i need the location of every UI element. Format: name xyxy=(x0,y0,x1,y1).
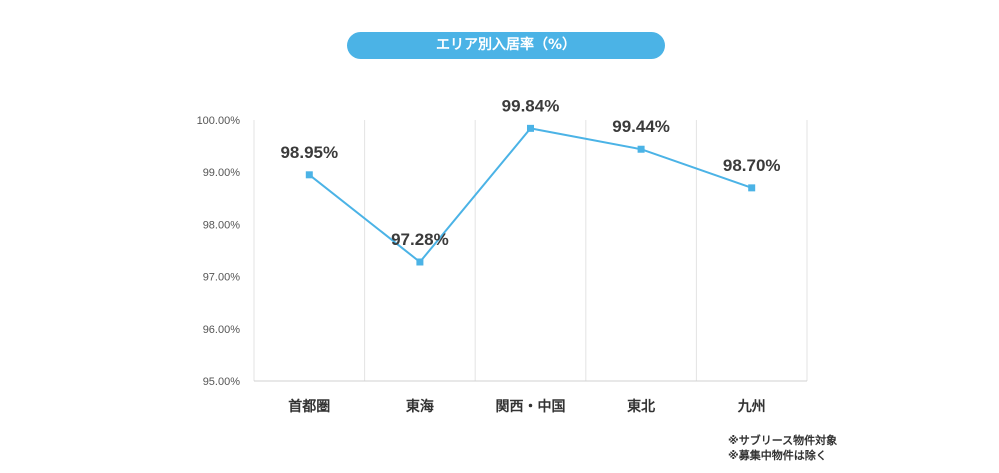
x-category-label: 首都圏 xyxy=(288,398,330,415)
y-tick-label: 95.00% xyxy=(203,376,241,388)
x-category-label: 東海 xyxy=(406,398,434,415)
x-category-label: 東北 xyxy=(627,398,655,415)
note-sublease: ※サブリース物件対象 xyxy=(728,434,838,447)
chart-title: エリア別入居率（%） xyxy=(347,32,665,59)
series-line xyxy=(308,127,753,264)
data-value-label: 99.44% xyxy=(612,117,670,136)
y-tick-label: 98.00% xyxy=(203,219,241,231)
y-tick-label: 96.00% xyxy=(203,324,241,336)
x-category-label: 関西・中国 xyxy=(496,398,566,415)
x-category-label: 九州 xyxy=(737,399,766,415)
data-value-label: 97.28% xyxy=(391,230,449,249)
data-point-marker xyxy=(416,258,424,266)
y-tick-label: 99.00% xyxy=(203,167,241,179)
data-point-marker xyxy=(305,171,313,179)
data-value-label: 98.70% xyxy=(723,156,781,175)
data-point-marker xyxy=(637,145,645,153)
data-value-label: 99.84% xyxy=(502,96,560,115)
data-point-marker xyxy=(527,124,534,132)
data-value-label: 98.95% xyxy=(280,143,338,162)
y-tick-label: 97.00% xyxy=(203,272,241,284)
data-point-marker xyxy=(748,184,756,192)
y-tick-label: 100.00% xyxy=(197,115,241,127)
note-excluded: ※募集中物件は除く xyxy=(728,449,827,462)
